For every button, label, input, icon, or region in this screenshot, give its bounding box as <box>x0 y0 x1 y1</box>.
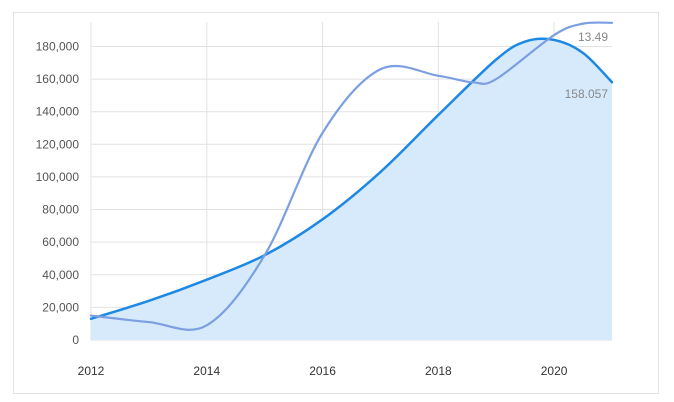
y-tick-label: 140,000 <box>36 105 80 119</box>
x-tick-label: 2018 <box>425 364 452 378</box>
y-tick-label: 60,000 <box>42 235 79 249</box>
data-label: 158.057 <box>565 87 609 101</box>
y-tick-label: 40,000 <box>42 268 79 282</box>
x-tick-label: 2014 <box>193 364 220 378</box>
series-line-1 <box>89 37 614 321</box>
line-layer <box>89 21 614 331</box>
y-tick-label: 20,000 <box>42 300 79 314</box>
y-tick-label: 80,000 <box>42 203 79 217</box>
y-tick-label: 0 <box>72 333 79 347</box>
series-area-fill <box>91 38 612 340</box>
y-tick-label: 100,000 <box>36 170 80 184</box>
y-tick-label: 180,000 <box>36 39 80 53</box>
area-layer <box>91 38 612 340</box>
x-tick-label: 2012 <box>78 364 105 378</box>
y-tick-label: 120,000 <box>36 137 80 151</box>
x-tick-label: 2016 <box>309 364 336 378</box>
label-layer: 0 20,000 40,000 60,000 80,000 100,000 120,000 1… <box>36 30 609 378</box>
series-line-2 <box>89 21 614 331</box>
x-tick-label: 2020 <box>541 364 568 378</box>
y-tick-label: 160,000 <box>36 72 80 86</box>
data-label: 13.49 <box>578 30 608 44</box>
